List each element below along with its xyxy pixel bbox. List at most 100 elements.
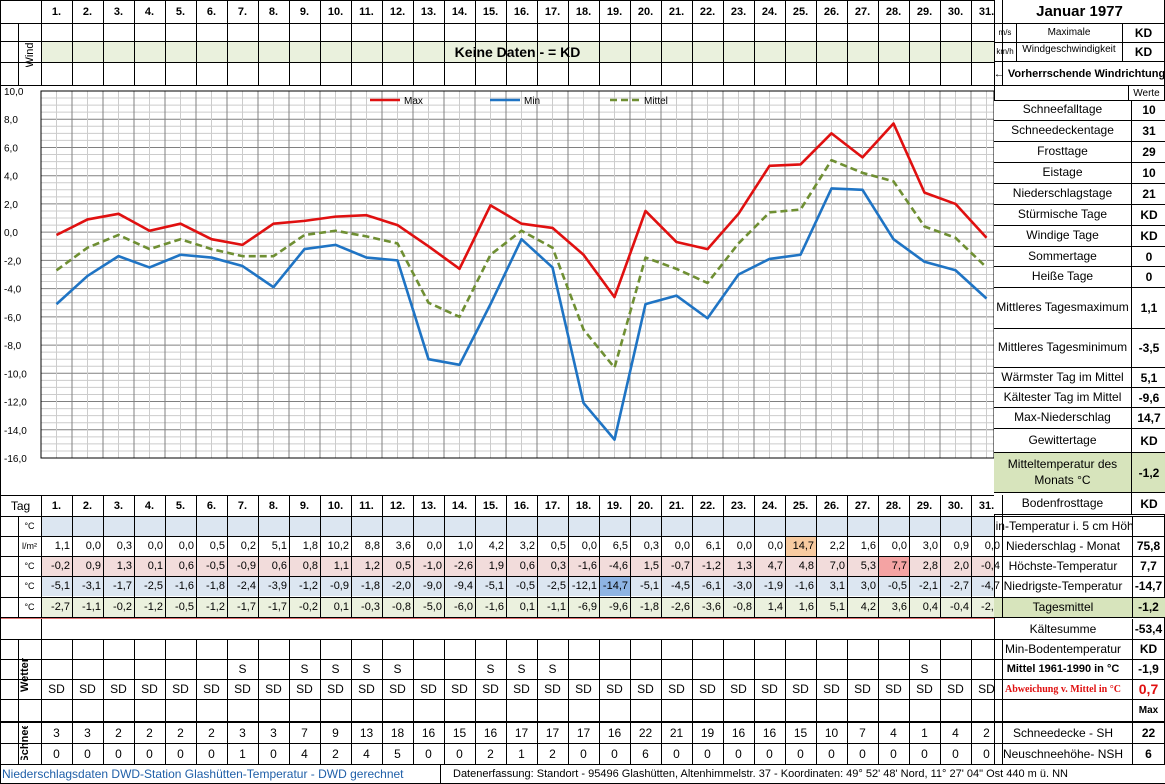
wetter-sd-cell: SD bbox=[792, 682, 809, 696]
nsh-value: 6 bbox=[1145, 746, 1152, 761]
day-header-cell: 5. bbox=[175, 5, 186, 18]
stat-label: Schneedeckentage bbox=[994, 121, 1132, 141]
grid-line bbox=[537, 0, 538, 86]
grid-line bbox=[0, 639, 1165, 640]
stat-row: Mitteltemperatur des Monats °C -1,2 bbox=[994, 453, 1165, 493]
day-header-cell: 17. bbox=[544, 5, 561, 18]
wetter-s-cell: S bbox=[486, 662, 495, 676]
sh-cell: 13 bbox=[359, 725, 374, 740]
cell-precip: 0,3 bbox=[116, 540, 132, 552]
grid-line bbox=[630, 495, 631, 617]
sh-cell: 2 bbox=[208, 725, 215, 740]
wetter-sd-cell: SD bbox=[389, 682, 406, 696]
sh-cell: 21 bbox=[669, 725, 684, 740]
cell-precip: 0,0 bbox=[426, 540, 442, 552]
stat-value: 0 bbox=[1145, 249, 1153, 264]
tag-day-cell: 11. bbox=[359, 499, 374, 512]
sh-cell: 16 bbox=[762, 725, 777, 740]
unit-label: °C bbox=[24, 521, 35, 531]
stat-row: Sommertage 0 bbox=[994, 247, 1165, 267]
cell-max: 5,3 bbox=[860, 560, 876, 572]
nsh-cell: 4 bbox=[363, 746, 370, 761]
cell-min: -3,9 bbox=[268, 580, 287, 592]
cell-precip: 0,0 bbox=[178, 540, 194, 552]
tag-day-cell: 12. bbox=[389, 499, 406, 512]
stat-label: Kältester Tag im Mittel bbox=[994, 388, 1132, 407]
tag-day-cell: 2. bbox=[82, 499, 93, 512]
stat-row: Kältester Tag im Mittel -9,6 bbox=[994, 388, 1165, 408]
row-label-max: Höchste-Temperatur bbox=[1008, 559, 1118, 573]
sh-cell: 15 bbox=[452, 725, 467, 740]
stat-row: Bodenfrosttage KD bbox=[994, 493, 1165, 515]
row-value-min: -14,7 bbox=[1134, 579, 1163, 593]
stat-label: Sommertage bbox=[994, 247, 1132, 266]
sh-cell: 2 bbox=[983, 725, 990, 740]
cell-precip: 1,0 bbox=[457, 540, 473, 552]
cell-mean: -1,2 bbox=[144, 601, 163, 613]
cell-max: -0,9 bbox=[237, 560, 256, 572]
day-header-cell: 27. bbox=[854, 5, 871, 18]
stat-label: Windige Tage bbox=[994, 226, 1132, 246]
cell-mean: -2,6 bbox=[671, 601, 690, 613]
max-label: Max bbox=[1138, 705, 1159, 716]
wetter-sd-cell: SD bbox=[854, 682, 871, 696]
nsh-cell: 0 bbox=[673, 746, 680, 761]
grid-line bbox=[18, 516, 19, 617]
cell-max: 0,9 bbox=[85, 560, 101, 572]
grid-line bbox=[994, 617, 1165, 618]
grid-line bbox=[440, 764, 441, 784]
tag-day-cell: 8. bbox=[268, 499, 279, 512]
grid-line bbox=[320, 0, 321, 86]
grid-line bbox=[1128, 86, 1129, 100]
tag-day-cell: 30. bbox=[947, 499, 964, 512]
unit-label: °C bbox=[24, 602, 35, 612]
day-header-cell: 4. bbox=[144, 5, 155, 18]
stat-row: Frosttage 29 bbox=[994, 142, 1165, 163]
cell-precip: 6,1 bbox=[705, 540, 721, 552]
grid-line bbox=[506, 639, 507, 764]
cell-max: 1,1 bbox=[333, 560, 349, 572]
grid-line bbox=[351, 495, 352, 617]
cell-precip: 0,0 bbox=[984, 540, 1000, 552]
grid-line bbox=[196, 0, 197, 86]
cell-mean: -0,4 bbox=[950, 601, 969, 613]
cell-max: 2,8 bbox=[922, 560, 938, 572]
cell-precip: 0,5 bbox=[550, 540, 566, 552]
cell-precip: 4,2 bbox=[488, 540, 504, 552]
kaeltesumme-label: Kältesumme bbox=[1029, 622, 1097, 636]
grid-line bbox=[723, 639, 724, 764]
legend-label: Min bbox=[524, 96, 540, 107]
grid-line bbox=[909, 639, 910, 764]
grid-line bbox=[0, 516, 1165, 517]
day-header-cell: 2. bbox=[82, 5, 93, 18]
stat-value: 29 bbox=[1142, 145, 1156, 159]
grid-line bbox=[41, 495, 42, 617]
cell-precip: 0,5 bbox=[209, 540, 225, 552]
y-tick-label: 2,0 bbox=[4, 200, 18, 211]
grid-line bbox=[599, 0, 600, 86]
y-tick-label: 8,0 bbox=[4, 115, 18, 126]
cell-precip: 0,0 bbox=[581, 540, 597, 552]
tag-day-cell: 16. bbox=[513, 499, 530, 512]
grid-line bbox=[0, 62, 994, 63]
tag-day-cell: 26. bbox=[823, 499, 840, 512]
stat-value: 1,1 bbox=[1140, 301, 1158, 315]
sh-cell: 2 bbox=[177, 725, 184, 740]
grid-line bbox=[971, 639, 972, 764]
cell-max: 7,7 bbox=[878, 556, 909, 576]
tag-day-cell: 5. bbox=[175, 499, 186, 512]
cell-max: 2,0 bbox=[953, 560, 969, 572]
grid-line bbox=[723, 0, 724, 86]
cell-max: 1,2 bbox=[364, 560, 380, 572]
nsh-cell: 5 bbox=[394, 746, 401, 761]
grid-line bbox=[1002, 495, 1003, 617]
max-wind-label: Maximale Windgeschwindigkeit bbox=[1022, 27, 1116, 55]
cell-max: 0,1 bbox=[147, 560, 163, 572]
stat-value: KD bbox=[1140, 208, 1158, 222]
cell-precip: 1,8 bbox=[302, 540, 318, 552]
nsh-cell: 0 bbox=[270, 746, 277, 761]
row-max-bg bbox=[41, 556, 994, 576]
grid-line bbox=[1002, 639, 1003, 764]
row-min-bg bbox=[41, 576, 994, 596]
